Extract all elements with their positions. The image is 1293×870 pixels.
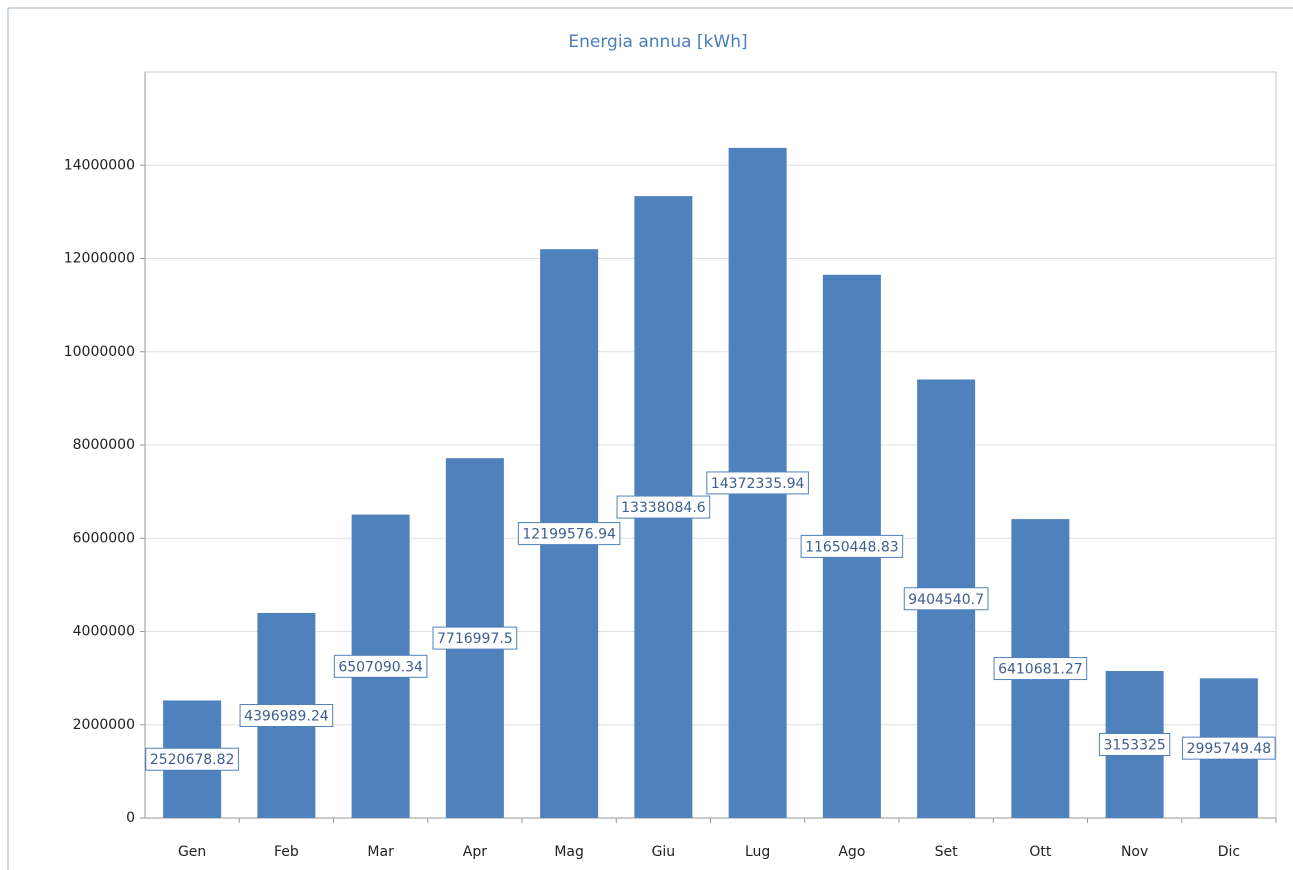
data-label-box	[145, 747, 239, 771]
y-tick-label: 2000000	[73, 717, 135, 733]
x-tick-label: Mar	[367, 844, 394, 860]
data-label: 2995749.48	[1187, 741, 1272, 757]
y-tick-label: 6000000	[73, 530, 135, 546]
data-label-box	[706, 471, 809, 495]
x-tick-label: Apr	[463, 844, 487, 860]
x-tick-label: Gen	[178, 844, 206, 860]
x-tick-label: Nov	[1121, 844, 1148, 860]
x-tick-label: Giu	[652, 844, 676, 860]
chart-title: Energia annua [kWh]	[568, 32, 747, 52]
data-label: 6507090.34	[338, 659, 423, 675]
data-label-box	[993, 657, 1088, 681]
y-tick-label: 12000000	[64, 251, 135, 267]
y-tick-label: 14000000	[64, 157, 135, 173]
data-label: 4396989.24	[244, 708, 329, 724]
data-label: 12199576.94	[522, 527, 616, 543]
x-tick-label: Set	[935, 844, 959, 860]
data-label-box	[1098, 732, 1171, 756]
data-label: 9404540.7	[908, 592, 984, 608]
data-label-box	[616, 495, 711, 519]
data-label-box	[517, 522, 621, 546]
x-tick-label: Mag	[554, 844, 584, 860]
x-tick-label: Ago	[838, 844, 865, 860]
data-label-box	[903, 587, 989, 611]
data-label: 11650448.83	[805, 539, 899, 555]
data-label: 2520678.82	[150, 752, 235, 768]
data-label: 7716997.5	[437, 631, 513, 647]
data-label: 13338084.6	[621, 500, 706, 516]
data-label-box	[800, 534, 904, 558]
x-tick-label: Lug	[745, 844, 770, 860]
y-tick-label: 10000000	[64, 344, 135, 360]
data-label-box	[432, 626, 518, 650]
data-label: 14372335.94	[711, 476, 805, 492]
x-tick-label: Ott	[1029, 844, 1052, 860]
y-tick-label: 4000000	[73, 624, 135, 640]
y-tick-label: 8000000	[73, 437, 135, 453]
x-tick-label: Feb	[274, 844, 299, 860]
data-label: 3153325	[1103, 737, 1165, 753]
data-label: 6410681.27	[998, 662, 1083, 678]
x-tick-label: Dic	[1218, 844, 1240, 860]
data-label-box	[1182, 736, 1276, 760]
y-tick-label: 0	[126, 810, 135, 826]
data-label-box	[333, 654, 428, 678]
data-label-box	[239, 703, 334, 727]
